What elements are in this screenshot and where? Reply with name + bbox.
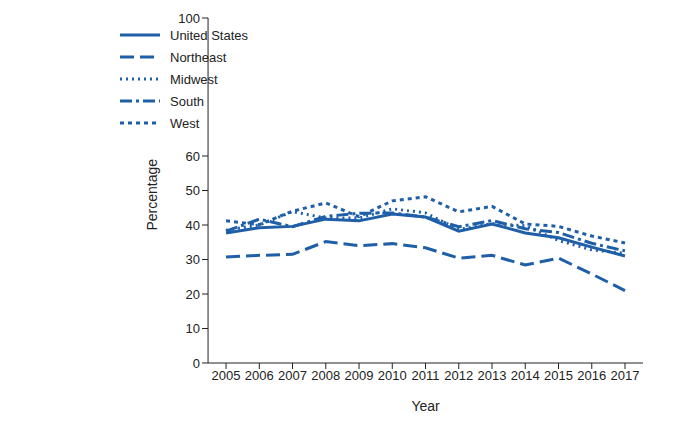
svg-text:60: 60 [186,149,200,164]
svg-text:2016: 2016 [577,368,606,383]
svg-text:50: 50 [186,183,200,198]
svg-text:2010: 2010 [378,368,407,383]
svg-text:2015: 2015 [544,368,573,383]
svg-text:Percentage: Percentage [144,159,160,231]
svg-text:2013: 2013 [478,368,507,383]
svg-text:30: 30 [186,252,200,267]
svg-text:2006: 2006 [245,368,274,383]
svg-text:0: 0 [193,356,200,371]
html-text:Northeast: Northeast [170,49,227,65]
html-text:West: West [170,115,200,131]
svg-text:2008: 2008 [311,368,340,383]
svg-text:2005: 2005 [212,368,241,383]
html-text:United States: United States [170,27,248,43]
svg-text:40: 40 [186,218,200,233]
svg-text:10: 10 [186,321,200,336]
svg-text:Year: Year [411,398,440,414]
svg-text:20: 20 [186,287,200,302]
svg-text:2017: 2017 [611,368,640,383]
svg-text:2009: 2009 [345,368,374,383]
svg-text:2011: 2011 [412,368,440,383]
svg-text:2012: 2012 [444,368,473,383]
svg-text:2007: 2007 [278,368,307,383]
html-text:South: South [170,93,204,109]
svg-text:100: 100 [178,11,200,26]
html-text:Midwest: Midwest [170,71,218,87]
svg-text:2014: 2014 [511,368,540,383]
